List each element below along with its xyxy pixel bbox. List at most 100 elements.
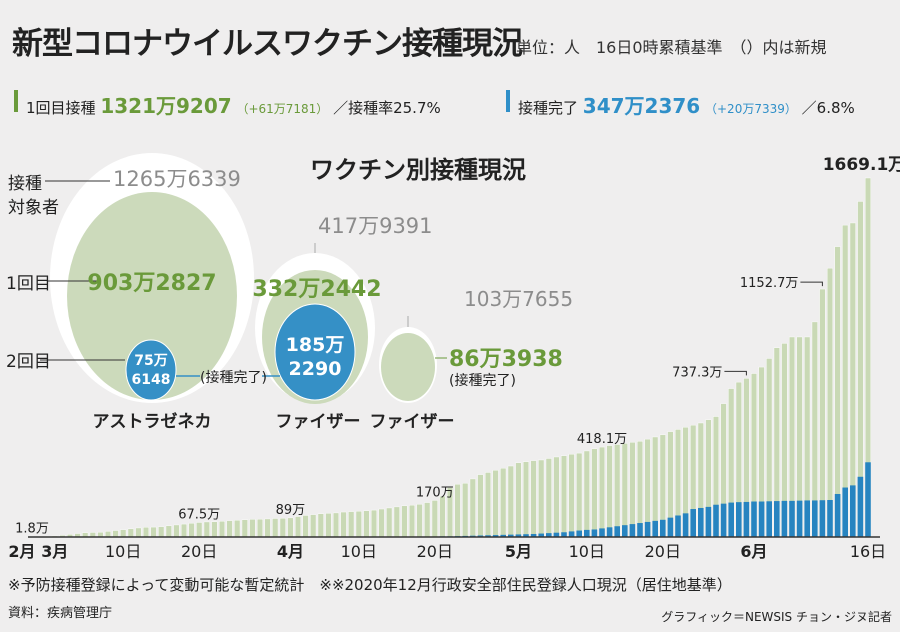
bar-first-dose [310, 514, 317, 538]
bar-first-dose [363, 510, 370, 538]
bar-first-dose [583, 450, 590, 538]
bar-complete [682, 513, 689, 537]
bar-first-dose [492, 470, 499, 538]
page-title: 新型コロナウイルスワクチン接種現況 [12, 26, 523, 62]
bar-first-dose [477, 474, 484, 538]
bar-first-dose [591, 448, 598, 538]
complete-rate: ／6.8% [801, 99, 855, 117]
bar-first-dose [371, 509, 378, 538]
bar-first-dose [568, 453, 575, 538]
x-tick-label: 20日 [417, 542, 453, 561]
annotation-leader [800, 281, 823, 287]
bar-complete [477, 535, 484, 537]
bar-complete [812, 500, 818, 537]
astrazeneca-target: 1265万6339 [113, 167, 241, 191]
bar-first-dose [127, 528, 134, 538]
bar-first-dose [325, 513, 332, 538]
bar-complete [675, 515, 681, 537]
value-annotation: 89万 [276, 503, 306, 518]
bar-complete [584, 529, 590, 537]
pfizer-second-1: 185万 [286, 334, 345, 356]
bar-first-dose [112, 530, 119, 538]
bar-first-dose [180, 523, 187, 538]
astrazeneca-first-bubble [67, 192, 237, 400]
bar-complete [857, 476, 864, 537]
bar-complete [614, 526, 620, 537]
pfizer2-complete-label: (接種完了) [449, 372, 516, 389]
bar-first-dose [257, 518, 264, 538]
bar-first-dose [469, 478, 476, 538]
pfizer-name: ファイザー [276, 412, 361, 432]
bar-complete [660, 519, 666, 537]
bar-first-dose [485, 472, 492, 538]
value-annotation: 1.8万 [15, 522, 49, 537]
bar-first-dose [158, 526, 165, 538]
bar-complete [743, 501, 750, 537]
bar-complete [492, 535, 499, 537]
bar-complete [523, 534, 529, 537]
bar-complete [751, 501, 757, 537]
bar-first-dose [378, 508, 385, 538]
bar-first-dose [424, 502, 431, 538]
bar-first-dose [287, 517, 294, 538]
bar-first-dose [515, 462, 522, 538]
bar-complete [508, 534, 514, 537]
bar-complete [530, 533, 537, 537]
footnote: ※予防接種登録によって変動可能な暫定統計 ※※2020年12月行政安全部住民登録… [8, 576, 732, 594]
bar-first-dose [827, 267, 834, 538]
bar-complete [865, 462, 871, 537]
first-dose-rate: ／接種率25.7% [333, 99, 441, 117]
bar-first-dose [523, 461, 530, 538]
x-tick-label: 10日 [569, 542, 605, 561]
bar-first-dose [218, 521, 225, 538]
x-tick-label: 6月 [740, 542, 767, 561]
bar-complete [850, 485, 856, 537]
bar-first-dose [409, 504, 416, 538]
pfizer2-target: 103万7655 [464, 287, 573, 311]
x-tick-label: 10日 [105, 542, 141, 561]
bar-first-dose [629, 442, 636, 538]
bubble-title: ワクチン別接種現況 [310, 156, 526, 184]
first-dose-value: 1321万9207 [100, 94, 232, 118]
bar-first-dose [439, 495, 446, 538]
pfizer2-complete-bubble [381, 333, 435, 401]
row-label-second: 2回目 [6, 352, 51, 372]
bar-complete [591, 529, 598, 537]
bar-complete [796, 500, 803, 537]
complete-new: （+20万7339） [705, 102, 797, 116]
bar-first-dose [355, 510, 362, 538]
bar-complete [713, 504, 719, 537]
bar-complete [515, 534, 522, 537]
bar-complete [576, 530, 582, 537]
bar-complete [698, 507, 704, 537]
bar-complete [500, 534, 506, 537]
bar-first-dose [500, 467, 507, 538]
value-annotation: 418.1万 [577, 432, 627, 447]
bar-first-dose [196, 522, 203, 538]
bar-complete [842, 487, 848, 537]
bar-first-dose [173, 524, 180, 538]
x-tick-label: 20日 [181, 542, 217, 561]
bar-first-dose [241, 519, 248, 538]
first-dose-stat: 1回目接種 1321万9207 （+61万7181） ／接種率25.7% [26, 90, 441, 119]
bar-first-dose [401, 505, 408, 538]
bar-complete [766, 501, 772, 537]
astrazeneca-first: 903万2827 [87, 271, 216, 296]
bar-first-dose [211, 521, 218, 538]
bar-complete [644, 521, 651, 537]
bar-complete [667, 517, 674, 537]
bar-complete [622, 525, 628, 537]
astrazeneca-second-1: 75万 [134, 353, 167, 369]
pfizer-second-2: 2290 [289, 358, 342, 380]
bar-first-dose [104, 531, 111, 538]
pfizer-target: 417万9391 [318, 214, 433, 238]
bar-first-dose [249, 519, 256, 538]
bar-first-dose [340, 511, 347, 538]
bar-complete [789, 500, 795, 537]
astrazeneca-complete-bubble [125, 339, 177, 401]
bar-first-dose [120, 529, 127, 538]
bar-complete [804, 500, 810, 537]
bar-first-dose [150, 526, 157, 538]
bar-complete [758, 501, 765, 537]
bar-complete [568, 531, 575, 537]
